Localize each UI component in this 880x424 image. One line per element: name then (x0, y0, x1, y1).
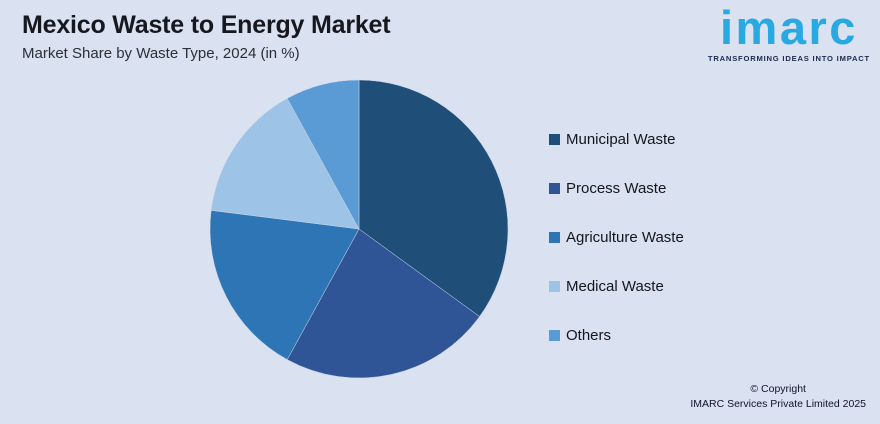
copyright: © Copyright IMARC Services Private Limit… (690, 382, 866, 414)
legend-swatch-process-waste (549, 183, 560, 194)
pie-chart (209, 79, 509, 379)
legend-swatch-medical-waste (549, 281, 560, 292)
legend-item-medical-waste: Medical Waste (549, 278, 684, 295)
legend-item-agriculture-waste: Agriculture Waste (549, 229, 684, 246)
pie-slice-others (286, 79, 360, 230)
legend-label-process-waste: Process Waste (566, 180, 667, 197)
legend-label-others: Others (566, 327, 612, 344)
pie-slice-agriculture-waste (209, 210, 360, 360)
legend-label-medical-waste: Medical Waste (566, 278, 664, 295)
legend-swatch-others (549, 330, 560, 341)
page-title: Mexico Waste to Energy Market (22, 11, 391, 39)
imarc-logo: imarc TRANSFORMING IDEAS INTO IMPACT (707, 1, 870, 63)
legend-label-agriculture-waste: Agriculture Waste (566, 229, 684, 246)
legend-item-others: Others (549, 327, 684, 344)
legend-swatch-municipal-waste (549, 134, 560, 145)
legend-item-process-waste: Process Waste (549, 180, 684, 197)
page-subtitle: Market Share by Waste Type, 2024 (in %) (22, 44, 300, 62)
imarc-logo-wordmark: imarc (719, 1, 858, 54)
header: Mexico Waste to Energy Market Market Sha… (22, 11, 391, 62)
legend-item-municipal-waste: Municipal Waste (549, 131, 684, 148)
pie-slice-municipal-waste (358, 79, 509, 317)
pie-slice-medical-waste (210, 98, 360, 230)
legend-label-municipal-waste: Municipal Waste (566, 131, 676, 148)
legend-swatch-agriculture-waste (549, 232, 560, 243)
legend: Municipal Waste Process Waste Agricultur… (549, 131, 684, 377)
copyright-line2: IMARC Services Private Limited 2025 (690, 398, 866, 411)
pie-chart-container (209, 79, 509, 379)
copyright-line1: © Copyright (750, 382, 806, 395)
pie-slice-process-waste (286, 228, 480, 379)
imarc-logo-tagline: TRANSFORMING IDEAS INTO IMPACT (707, 53, 870, 63)
